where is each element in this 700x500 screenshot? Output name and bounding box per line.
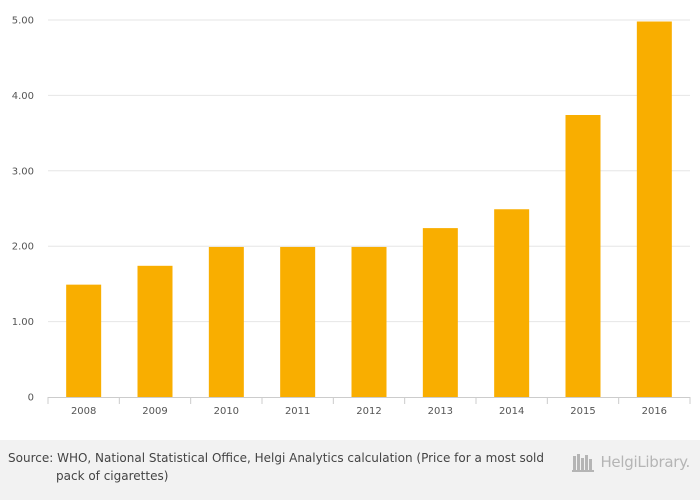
- bar-2009[interactable]: [137, 265, 173, 397]
- bookshelf-icon: [572, 454, 595, 472]
- bar-2014[interactable]: [494, 209, 530, 397]
- x-tick-label: 2013: [428, 406, 453, 417]
- x-tick-label: 2008: [71, 406, 96, 417]
- source-note: Source: WHO, National Statistical Office…: [8, 451, 545, 483]
- y-axis: 0 1.00 2.00 3.00 4.00 5.00: [12, 16, 34, 404]
- bar-chart: 01.002.003.004.005.00 2008 2009 2010 2011 20…: [12, 16, 691, 417]
- bar-2016[interactable]: [636, 21, 672, 398]
- helgi-library-logo: HelgiLibrary.: [572, 451, 690, 473]
- y-tick-label: 1.00: [12, 317, 34, 328]
- bars: [66, 21, 672, 398]
- bar-2015[interactable]: [565, 115, 601, 397]
- y-tick-label: 5.00: [12, 16, 34, 27]
- logo-text: HelgiLibrary.: [600, 453, 690, 471]
- x-tick-label: 2011: [285, 406, 310, 417]
- bar-2013[interactable]: [422, 228, 458, 397]
- y-tick-label: 2.00: [12, 242, 34, 253]
- y-tick-label: 4.00: [12, 91, 34, 102]
- x-tick-label: 2009: [142, 406, 167, 417]
- bar-2012[interactable]: [351, 246, 387, 397]
- x-tick-label: 2016: [642, 406, 667, 417]
- x-tick-label: 2014: [499, 406, 524, 417]
- y-tick-label: 0: [28, 393, 34, 404]
- y-tick-label: 3.00: [12, 166, 34, 177]
- x-axis: 2008 2009 2010 2011 2012 2013 2014 2015 2016: [47, 397, 691, 417]
- bar-2011[interactable]: [280, 246, 316, 397]
- bar-2010[interactable]: [208, 246, 244, 397]
- x-tick-label: 2015: [570, 406, 595, 417]
- x-tick-label: 2012: [356, 406, 381, 417]
- bar-2008[interactable]: [66, 284, 102, 397]
- x-tick-label: 2010: [214, 406, 239, 417]
- chart-footer: Source: WHO, National Statistical Office…: [0, 440, 700, 500]
